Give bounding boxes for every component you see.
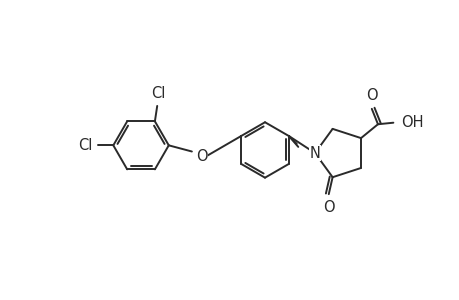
Text: O: O: [196, 148, 207, 164]
Text: N: N: [309, 146, 320, 160]
Text: Cl: Cl: [151, 85, 165, 100]
Text: Cl: Cl: [78, 138, 92, 153]
Text: O: O: [365, 88, 377, 103]
Text: O: O: [322, 200, 334, 215]
Text: OH: OH: [400, 115, 423, 130]
